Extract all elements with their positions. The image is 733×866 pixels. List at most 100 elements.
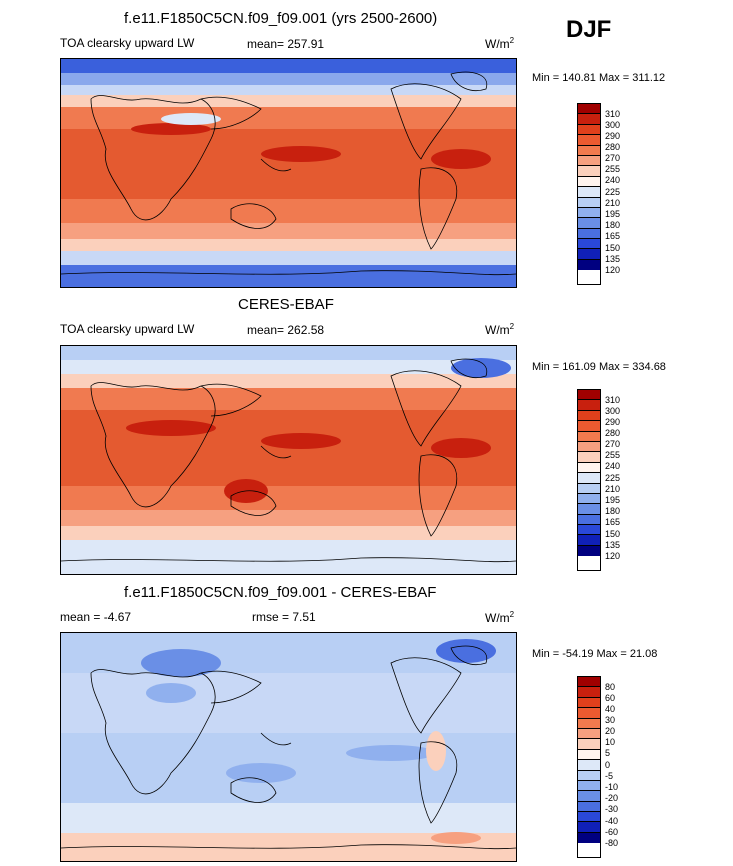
colorbar-cell bbox=[578, 697, 600, 709]
colorbar-label: 120 bbox=[605, 551, 621, 561]
colorbar-label: 60 bbox=[605, 693, 616, 703]
colorbar-label: -20 bbox=[605, 793, 619, 803]
colorbar-cell bbox=[578, 493, 600, 505]
colorbar-label: 310 bbox=[605, 395, 621, 405]
colorbar-cell bbox=[578, 462, 600, 474]
colorbar-cell bbox=[578, 791, 600, 802]
panel1-minmax: Min = 140.81 Max = 311.12 bbox=[532, 72, 666, 84]
panel3-difference-map bbox=[60, 632, 517, 862]
colorbar-cell bbox=[578, 452, 600, 463]
colorbar-cell bbox=[578, 104, 600, 115]
colorbar-cell bbox=[578, 259, 600, 271]
colorbar-cell bbox=[578, 197, 600, 208]
colorbar-label: 290 bbox=[605, 131, 621, 141]
colorbar-label: 270 bbox=[605, 439, 621, 449]
colorbar-cell bbox=[578, 545, 600, 557]
panel3-mean-label: mean = -4.67 bbox=[60, 610, 132, 624]
colorbar-label: -5 bbox=[605, 771, 614, 781]
colorbar-cell bbox=[578, 822, 600, 833]
colorbar-label: -30 bbox=[605, 804, 619, 814]
colorbar-cell bbox=[578, 228, 600, 240]
colorbar-cell bbox=[578, 410, 600, 422]
colorbar-cell bbox=[578, 114, 600, 125]
colorbar-cell bbox=[578, 760, 600, 771]
colorbar-label: 120 bbox=[605, 265, 621, 275]
colorbar-label: 0 bbox=[605, 760, 611, 770]
colorbar-label: 300 bbox=[605, 406, 621, 416]
panel2-observation-map bbox=[60, 345, 517, 575]
colorbar-cell bbox=[578, 525, 600, 536]
colorbar-label: 150 bbox=[605, 529, 621, 539]
season-label: DJF bbox=[566, 16, 612, 43]
colorbar-label: 180 bbox=[605, 506, 621, 516]
colorbar-cell bbox=[578, 473, 600, 484]
panel2-minmax: Min = 161.09 Max = 334.68 bbox=[532, 361, 666, 373]
colorbar-label: 30 bbox=[605, 715, 616, 725]
colorbar-label: 290 bbox=[605, 417, 621, 427]
panel2-units: W/m2 bbox=[485, 322, 515, 337]
panel3-title: f.e11.F1850C5CN.f09_f09.001 - CERES-EBAF bbox=[124, 584, 437, 601]
panel1-colorbar bbox=[577, 103, 601, 285]
colorbar-cell bbox=[578, 155, 600, 167]
panel1-title: f.e11.F1850C5CN.f09_f09.001 (yrs 2500-26… bbox=[124, 10, 438, 27]
colorbar-label: 270 bbox=[605, 153, 621, 163]
colorbar-cell bbox=[578, 400, 600, 411]
colorbar-cell bbox=[578, 166, 600, 177]
colorbar-label: -80 bbox=[605, 838, 619, 848]
colorbar-label: -40 bbox=[605, 816, 619, 826]
colorbar-label: 210 bbox=[605, 198, 621, 208]
colorbar-cell bbox=[578, 207, 600, 219]
panel1-variable-label: TOA clearsky upward LW bbox=[60, 36, 195, 50]
panel3-rmse-label: rmse = 7.51 bbox=[252, 610, 316, 624]
colorbar-label: 150 bbox=[605, 243, 621, 253]
colorbar-label: 240 bbox=[605, 461, 621, 471]
panel2-title: CERES-EBAF bbox=[238, 296, 334, 313]
colorbar-cell bbox=[578, 514, 600, 526]
colorbar-cell bbox=[578, 728, 600, 740]
colorbar-cell bbox=[578, 780, 600, 792]
colorbar-cell bbox=[578, 708, 600, 719]
colorbar-label: 5 bbox=[605, 748, 611, 758]
panel1-mean-label: mean= 257.91 bbox=[247, 37, 325, 51]
colorbar-cell bbox=[578, 770, 600, 781]
colorbar-label: 20 bbox=[605, 726, 616, 736]
colorbar-cell bbox=[578, 218, 600, 229]
colorbar-label: 240 bbox=[605, 175, 621, 185]
colorbar-cell bbox=[578, 832, 600, 844]
colorbar-label: 280 bbox=[605, 428, 621, 438]
colorbar-label: 40 bbox=[605, 704, 616, 714]
panel3-units: W/m2 bbox=[485, 610, 515, 625]
colorbar-label: 255 bbox=[605, 450, 621, 460]
colorbar-cell bbox=[578, 718, 600, 729]
colorbar-label: 195 bbox=[605, 209, 621, 219]
panel1-model-map bbox=[60, 58, 517, 288]
colorbar-cell bbox=[578, 441, 600, 453]
colorbar-label: 165 bbox=[605, 231, 621, 241]
colorbar-cell bbox=[578, 677, 600, 688]
colorbar-cell bbox=[578, 239, 600, 250]
panel3-colorbar bbox=[577, 676, 601, 858]
colorbar-label: 180 bbox=[605, 220, 621, 230]
colorbar-cell bbox=[578, 431, 600, 442]
colorbar-label: 80 bbox=[605, 682, 616, 692]
panel3-minmax: Min = -54.19 Max = 21.08 bbox=[532, 648, 658, 660]
colorbar-label: 310 bbox=[605, 109, 621, 119]
panel1-units: W/m2 bbox=[485, 36, 515, 51]
colorbar-label: 255 bbox=[605, 164, 621, 174]
colorbar-label: -60 bbox=[605, 827, 619, 837]
colorbar-label: 135 bbox=[605, 254, 621, 264]
colorbar-label: 225 bbox=[605, 473, 621, 483]
colorbar-cell bbox=[578, 801, 600, 813]
colorbar-cell bbox=[578, 483, 600, 494]
colorbar-label: 10 bbox=[605, 737, 616, 747]
colorbar-cell bbox=[578, 504, 600, 515]
colorbar-cell bbox=[578, 124, 600, 136]
colorbar-label: 165 bbox=[605, 517, 621, 527]
panel2-colorbar bbox=[577, 389, 601, 571]
colorbar-cell bbox=[578, 687, 600, 698]
colorbar-label: 300 bbox=[605, 120, 621, 130]
panel2-mean-label: mean= 262.58 bbox=[247, 323, 325, 337]
colorbar-cell bbox=[578, 421, 600, 432]
colorbar-cell bbox=[578, 812, 600, 823]
colorbar-label: -10 bbox=[605, 782, 619, 792]
